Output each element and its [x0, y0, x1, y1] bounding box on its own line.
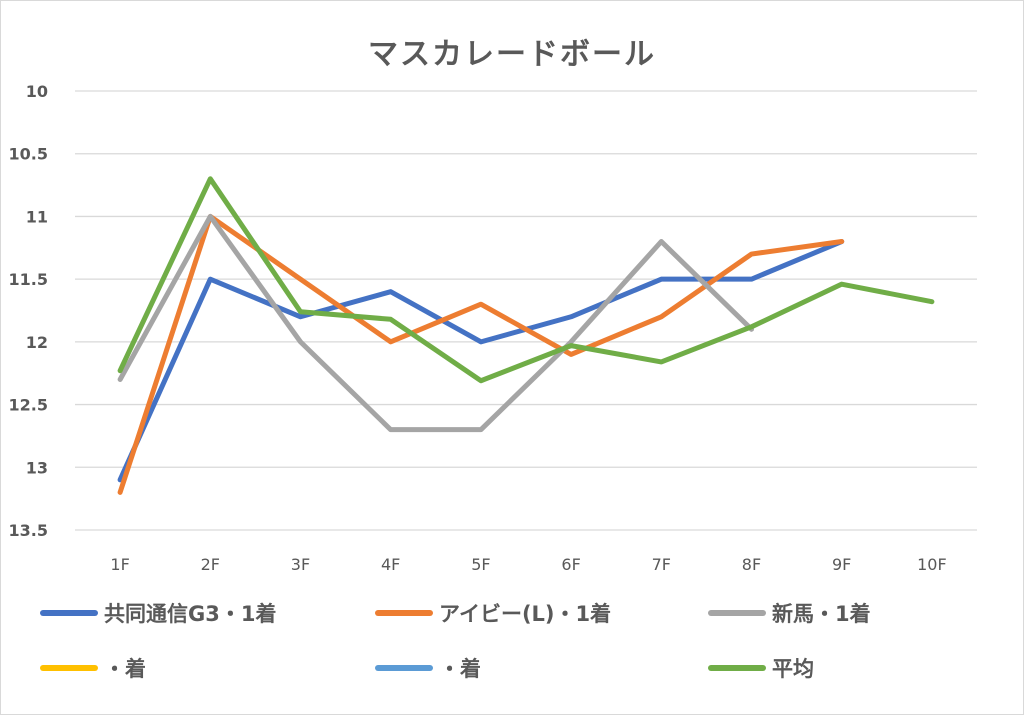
x-tick-label: 7F	[652, 555, 671, 574]
y-tick-label: 13.5	[9, 521, 48, 540]
chart-title: マスカレードボール	[368, 37, 656, 72]
legend-item: ・着	[375, 653, 481, 683]
y-tick-label: 12.5	[9, 396, 48, 415]
legend-label: アイビー(L)・1着	[439, 602, 612, 626]
legend-item: 共同通信G3・1着	[40, 598, 276, 628]
legend-item: 新馬・1着	[708, 598, 871, 628]
legend-item: アイビー(L)・1着	[375, 598, 611, 628]
series-line-2	[117, 213, 754, 433]
legend-swatch	[708, 665, 766, 671]
y-tick-label: 11.5	[9, 270, 48, 289]
legend-label: ・着	[439, 657, 481, 681]
y-tick-label: 10	[26, 82, 48, 101]
legend-label: 平均	[772, 657, 814, 681]
legend-swatch	[40, 610, 98, 616]
y-tick-label: 12	[26, 333, 48, 352]
x-tick-label: 1F	[110, 555, 129, 574]
y-tick-label: 10.5	[9, 145, 48, 164]
legend-swatch	[375, 665, 433, 671]
legend-item: ・着	[40, 653, 146, 683]
x-tick-label: 2F	[201, 555, 220, 574]
legend-label: ・着	[104, 657, 146, 681]
y-tick-label: 11	[26, 207, 48, 226]
legend-swatch	[40, 665, 98, 671]
x-tick-label: 8F	[742, 555, 761, 574]
x-tick-label: 10F	[917, 555, 947, 574]
series-line-1	[117, 213, 845, 495]
x-tick-label: 3F	[291, 555, 310, 574]
x-tick-label: 5F	[471, 555, 490, 574]
x-tick-label: 9F	[832, 555, 851, 574]
x-tick-label: 6F	[561, 555, 580, 574]
legend-label: 共同通信G3・1着	[104, 602, 277, 626]
y-tick-label: 13	[26, 458, 48, 477]
legend-swatch	[375, 610, 433, 616]
x-tick-label: 4F	[381, 555, 400, 574]
legend-label: 新馬・1着	[772, 602, 871, 626]
legend-swatch	[708, 610, 766, 616]
legend-item: 平均	[708, 653, 814, 683]
series-line-0	[117, 239, 845, 483]
series-line-5	[117, 176, 935, 384]
